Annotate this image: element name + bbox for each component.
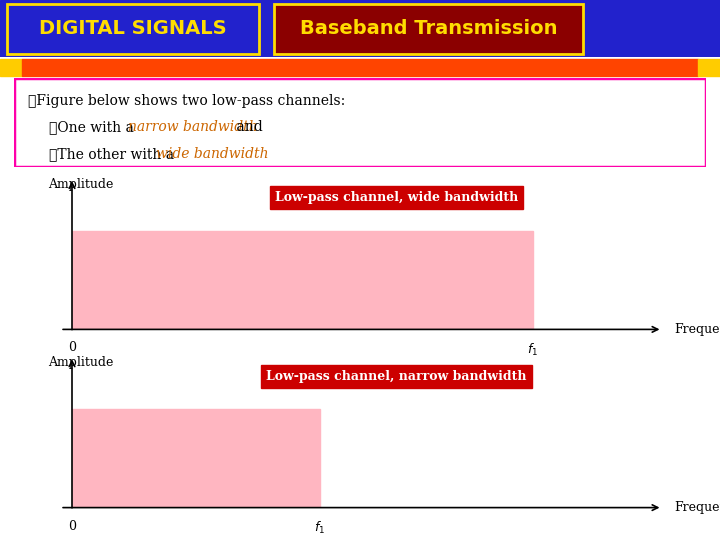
Text: Frequency: Frequency [674,501,720,514]
Text: Low-pass channel, narrow bandwidth: Low-pass channel, narrow bandwidth [266,369,527,382]
Text: 0: 0 [68,341,76,354]
Text: wide bandwidth: wide bandwidth [156,147,269,161]
Text: ☇Figure below shows two low-pass channels:: ☇Figure below shows two low-pass channel… [28,93,346,107]
Text: 0: 0 [68,519,76,532]
Text: Amplitude: Amplitude [48,178,114,191]
FancyBboxPatch shape [22,59,698,76]
Text: $f_1$: $f_1$ [527,341,538,357]
Text: Amplitude: Amplitude [48,356,114,369]
FancyBboxPatch shape [7,4,259,54]
Text: Baseband Transmission: Baseband Transmission [300,19,557,38]
Text: ☇The other with a: ☇The other with a [49,147,179,161]
FancyBboxPatch shape [698,59,720,76]
FancyBboxPatch shape [274,4,583,54]
FancyBboxPatch shape [0,59,22,76]
Text: Low-pass channel, wide bandwidth: Low-pass channel, wide bandwidth [275,191,518,204]
Text: narrow bandwidth: narrow bandwidth [128,120,258,134]
Text: ☇One with a: ☇One with a [49,120,138,134]
Text: Frequency: Frequency [674,323,720,336]
Text: DIGITAL SIGNALS: DIGITAL SIGNALS [40,19,227,38]
Text: $f_1$: $f_1$ [315,519,325,536]
FancyBboxPatch shape [0,0,720,57]
FancyBboxPatch shape [72,231,533,329]
FancyBboxPatch shape [14,78,706,167]
FancyBboxPatch shape [72,409,320,508]
Text: and: and [232,120,263,134]
